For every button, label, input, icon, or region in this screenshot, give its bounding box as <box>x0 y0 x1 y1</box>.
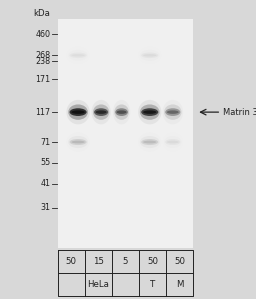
Text: T: T <box>150 280 155 289</box>
Ellipse shape <box>141 139 158 145</box>
Ellipse shape <box>167 110 179 114</box>
Ellipse shape <box>163 100 183 124</box>
Text: Matrin 3: Matrin 3 <box>223 108 256 117</box>
Text: 50: 50 <box>174 257 185 266</box>
Text: HeLa: HeLa <box>87 280 109 289</box>
Text: 460: 460 <box>36 30 51 39</box>
Ellipse shape <box>95 110 107 114</box>
Ellipse shape <box>143 54 156 57</box>
Ellipse shape <box>70 139 87 145</box>
Text: 41: 41 <box>41 179 51 188</box>
Text: 71: 71 <box>40 138 51 147</box>
Text: 5: 5 <box>123 257 128 266</box>
Ellipse shape <box>70 108 87 116</box>
Ellipse shape <box>94 108 108 116</box>
Ellipse shape <box>67 100 90 124</box>
Ellipse shape <box>68 104 88 120</box>
Ellipse shape <box>143 141 156 144</box>
Text: 50: 50 <box>66 257 77 266</box>
Ellipse shape <box>116 110 126 114</box>
Text: 117: 117 <box>36 108 51 117</box>
Ellipse shape <box>68 136 88 148</box>
Text: 50: 50 <box>147 257 158 266</box>
Ellipse shape <box>115 108 128 116</box>
Text: 15: 15 <box>93 257 104 266</box>
Ellipse shape <box>141 53 158 58</box>
Text: 171: 171 <box>36 75 51 84</box>
Ellipse shape <box>71 54 85 57</box>
Ellipse shape <box>114 104 129 120</box>
Ellipse shape <box>91 100 111 124</box>
Ellipse shape <box>113 100 130 124</box>
Bar <box>58 19 193 248</box>
Ellipse shape <box>164 104 182 120</box>
Ellipse shape <box>143 110 156 114</box>
Ellipse shape <box>138 100 161 124</box>
Ellipse shape <box>165 108 180 116</box>
Text: kDa: kDa <box>34 9 51 18</box>
Text: 268: 268 <box>36 51 51 60</box>
Text: 31: 31 <box>41 203 51 212</box>
Ellipse shape <box>167 141 179 144</box>
Ellipse shape <box>140 136 160 148</box>
Text: 55: 55 <box>40 158 51 167</box>
Ellipse shape <box>140 104 160 120</box>
Ellipse shape <box>71 110 85 114</box>
Ellipse shape <box>93 104 109 120</box>
Text: M: M <box>176 280 184 289</box>
Ellipse shape <box>71 141 85 144</box>
Text: 238: 238 <box>36 57 51 66</box>
Ellipse shape <box>141 108 158 116</box>
